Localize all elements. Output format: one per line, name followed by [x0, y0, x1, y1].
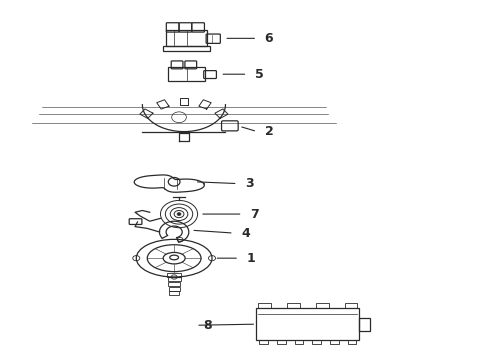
Bar — [259, 340, 268, 344]
Bar — [347, 340, 356, 344]
Bar — [256, 309, 359, 340]
Text: 8: 8 — [203, 319, 212, 332]
Text: 1: 1 — [246, 252, 255, 265]
Bar — [312, 340, 321, 344]
Text: 5: 5 — [255, 68, 264, 81]
Circle shape — [177, 213, 181, 216]
Bar — [287, 303, 300, 309]
Text: 2: 2 — [265, 125, 273, 138]
Text: 7: 7 — [250, 208, 259, 221]
Bar — [258, 303, 271, 309]
Bar — [359, 318, 369, 330]
Text: 4: 4 — [241, 226, 250, 239]
Bar — [294, 340, 303, 344]
Text: 6: 6 — [265, 32, 273, 45]
Bar — [277, 340, 286, 344]
Bar — [316, 303, 329, 309]
Bar — [330, 340, 339, 344]
Text: 3: 3 — [245, 177, 254, 190]
Bar — [344, 303, 357, 309]
